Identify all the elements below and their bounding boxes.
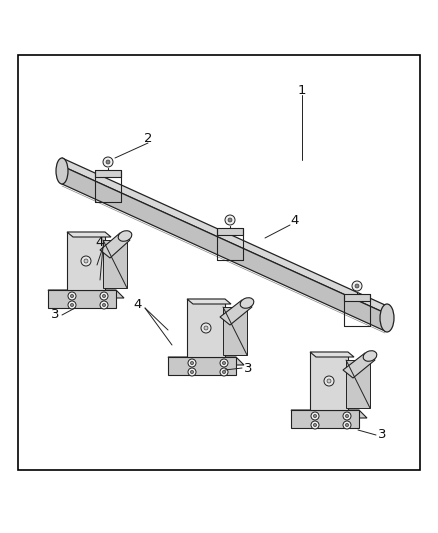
Polygon shape — [291, 410, 367, 418]
Polygon shape — [48, 290, 116, 308]
Polygon shape — [223, 307, 247, 355]
Circle shape — [100, 292, 108, 300]
Circle shape — [223, 361, 226, 365]
Circle shape — [314, 414, 317, 417]
Polygon shape — [220, 300, 252, 325]
Polygon shape — [346, 360, 370, 408]
Circle shape — [324, 376, 334, 386]
Circle shape — [68, 301, 76, 309]
Text: 4: 4 — [134, 298, 142, 311]
Text: 4: 4 — [291, 214, 299, 227]
Ellipse shape — [380, 304, 394, 332]
Circle shape — [346, 423, 349, 426]
Circle shape — [311, 421, 319, 429]
Circle shape — [343, 421, 351, 429]
Circle shape — [355, 284, 359, 288]
Polygon shape — [62, 158, 385, 313]
Text: 2: 2 — [144, 132, 152, 144]
Polygon shape — [67, 232, 105, 290]
Polygon shape — [187, 299, 225, 357]
Circle shape — [106, 160, 110, 164]
Circle shape — [102, 294, 106, 297]
Circle shape — [191, 361, 194, 365]
Text: 3: 3 — [244, 361, 252, 375]
Circle shape — [220, 368, 228, 376]
Text: 1: 1 — [298, 84, 306, 96]
Text: 4: 4 — [96, 236, 104, 248]
Polygon shape — [217, 228, 243, 235]
Polygon shape — [291, 410, 359, 428]
Circle shape — [191, 370, 194, 374]
Circle shape — [346, 414, 349, 417]
Polygon shape — [310, 352, 348, 410]
Polygon shape — [344, 294, 370, 301]
Circle shape — [220, 359, 228, 367]
Ellipse shape — [363, 351, 377, 361]
Ellipse shape — [240, 298, 254, 308]
Bar — [18, 55, 420, 470]
Polygon shape — [187, 299, 231, 304]
Polygon shape — [62, 166, 385, 331]
Circle shape — [327, 379, 331, 383]
Polygon shape — [48, 290, 124, 298]
Ellipse shape — [56, 158, 68, 184]
Circle shape — [311, 412, 319, 420]
Circle shape — [343, 412, 351, 420]
Circle shape — [102, 303, 106, 306]
Polygon shape — [103, 240, 127, 288]
Circle shape — [84, 259, 88, 263]
Text: 3: 3 — [51, 309, 59, 321]
Circle shape — [188, 359, 196, 367]
Circle shape — [100, 301, 108, 309]
Circle shape — [71, 294, 74, 297]
Circle shape — [228, 218, 232, 222]
Circle shape — [223, 370, 226, 374]
Circle shape — [204, 326, 208, 330]
Circle shape — [103, 157, 113, 167]
Circle shape — [225, 215, 235, 225]
Circle shape — [314, 423, 317, 426]
Text: 3: 3 — [378, 429, 386, 441]
Circle shape — [201, 323, 211, 333]
Circle shape — [71, 303, 74, 306]
Polygon shape — [168, 357, 236, 375]
Polygon shape — [168, 357, 244, 365]
Circle shape — [68, 292, 76, 300]
Ellipse shape — [118, 231, 132, 241]
Circle shape — [188, 368, 196, 376]
Circle shape — [81, 256, 91, 266]
Circle shape — [352, 281, 362, 291]
Polygon shape — [310, 352, 354, 357]
Polygon shape — [343, 353, 375, 378]
Polygon shape — [67, 232, 111, 237]
Polygon shape — [95, 170, 121, 177]
Polygon shape — [100, 233, 130, 258]
